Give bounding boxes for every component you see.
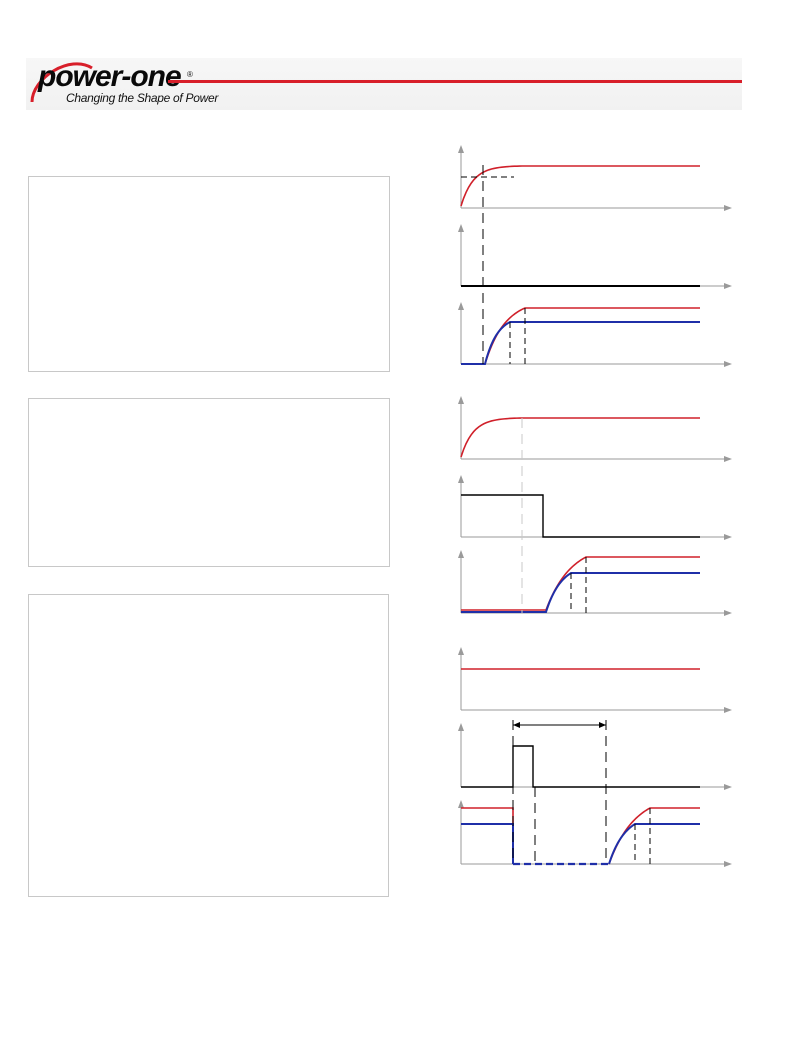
output-2-trace-2 <box>461 572 700 613</box>
header-rule <box>168 80 742 83</box>
arrowhead-left-icon <box>513 722 520 728</box>
y-axis-arrow-icon-9 <box>458 800 464 808</box>
y-axis-arrow-icon-3 <box>458 302 464 310</box>
y-axis-arrow-icon-7 <box>458 647 464 655</box>
logo-swoosh-icon <box>30 62 93 103</box>
input-voltage-trace-2 <box>460 417 700 458</box>
x-axis-arrow-icon-7 <box>724 707 732 713</box>
y-axis-arrow-icon-8 <box>458 723 464 731</box>
y-axis-arrow-icon-4 <box>458 396 464 404</box>
text-box-1 <box>28 176 390 372</box>
x-axis-arrow-icon-8 <box>724 784 732 790</box>
y-axis-arrow-icon-5 <box>458 475 464 483</box>
output-1-trace-2 <box>461 556 700 611</box>
y-axis-arrow-icon-2 <box>458 224 464 232</box>
x-axis-arrow-icon-3 <box>724 361 732 367</box>
output-2-restart-trace-3 <box>608 823 700 865</box>
x-axis-arrow-icon-5 <box>724 534 732 540</box>
y-axis-arrow-icon-6 <box>458 550 464 558</box>
inhibit-trace-2 <box>461 494 700 538</box>
output-1-pre-trace-3 <box>461 807 514 864</box>
logo-wordmark: power-one <box>38 60 182 93</box>
logo-registered-mark: ® <box>187 70 193 79</box>
x-axis-arrow-icon-4 <box>724 456 732 462</box>
arrowhead-right-icon <box>599 722 606 728</box>
x-axis-arrow-icon-1 <box>724 205 732 211</box>
output-2-trace-1 <box>461 321 700 365</box>
timing-diagram <box>458 145 732 867</box>
x-axis-arrow-icon-9 <box>724 861 732 867</box>
logo-tagline: Changing the Shape of Power <box>66 91 219 105</box>
x-axis-arrow-icon-2 <box>724 283 732 289</box>
header-band <box>26 58 742 110</box>
text-box-2 <box>28 398 390 567</box>
x-axis-arrow-icon-6 <box>724 610 732 616</box>
inhibit-trace-3 <box>461 745 700 788</box>
output-2-pre-trace-3 <box>461 823 514 864</box>
input-voltage-trace-1 <box>460 165 700 207</box>
text-box-3 <box>28 594 389 897</box>
y-axis-arrow-icon-1 <box>458 145 464 153</box>
power-one-logo: power-one ® Changing the Shape of Power <box>30 58 230 114</box>
